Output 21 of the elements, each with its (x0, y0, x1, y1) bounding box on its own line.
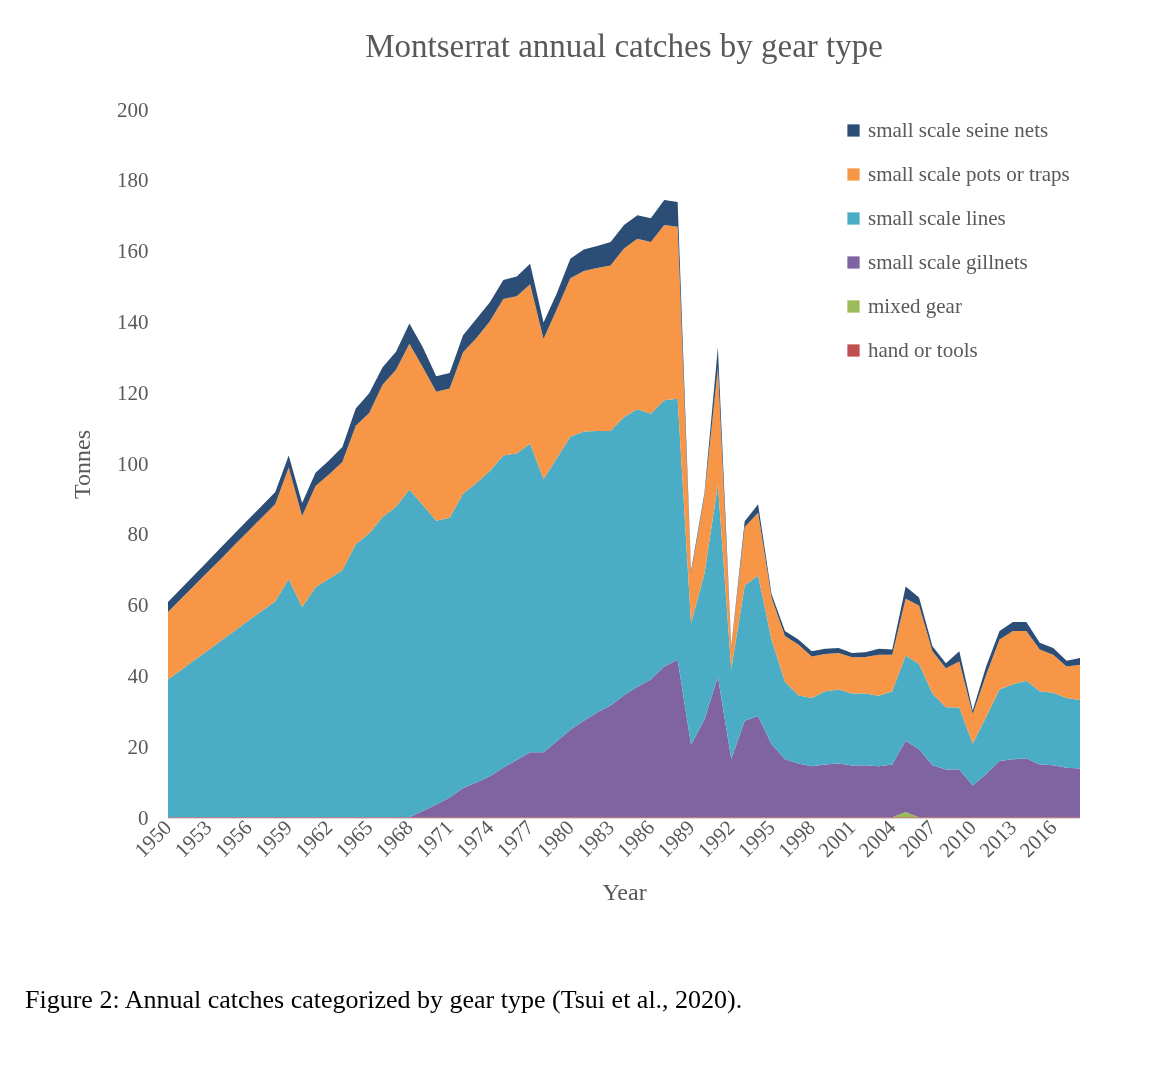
legend-label: hand or tools (868, 337, 978, 362)
legend-label: mixed gear (868, 293, 962, 318)
y-tick-label: 180 (117, 168, 149, 193)
y-axis-title: Tonnes (69, 430, 95, 499)
x-tick-label: 1971 (411, 815, 458, 862)
legend-label: small scale pots or traps (868, 161, 1070, 186)
y-tick-label: 120 (117, 380, 149, 405)
legend-label: small scale lines (868, 205, 1006, 230)
y-tick-label: 20 (127, 734, 149, 759)
legend-label: small scale seine nets (868, 117, 1049, 142)
y-tick-label: 160 (117, 239, 149, 264)
y-tick-label: 60 (127, 593, 149, 618)
caption: Figure 2: Annual catches categorized by gear type (Tsui et al., 2020). (25, 985, 743, 1014)
chart-title: Montserrat annual catches by gear type (365, 28, 883, 64)
y-tick-label: 100 (117, 451, 149, 476)
y-tick-label: 140 (117, 309, 149, 334)
legend-label: small scale gillnets (868, 249, 1028, 274)
y-tick-label: 200 (117, 97, 149, 122)
x-axis-title: Year (602, 879, 647, 906)
y-tick-label: 80 (127, 522, 149, 547)
y-tick-label: 40 (127, 663, 149, 688)
